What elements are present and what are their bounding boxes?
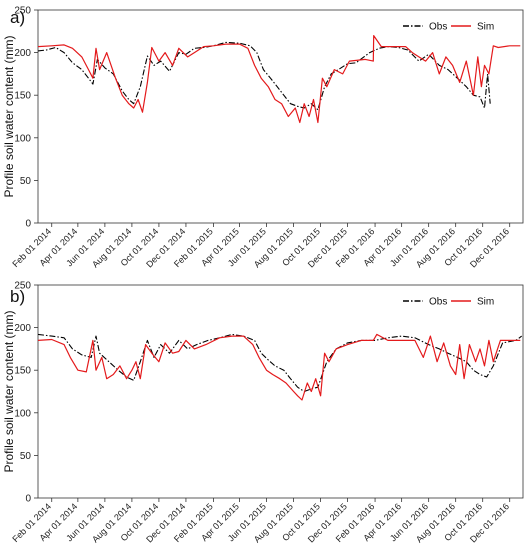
series-line-obs xyxy=(38,333,523,393)
panel-label: a) xyxy=(10,8,25,27)
y-tick-label: 100 xyxy=(14,133,31,144)
y-tick-label: 100 xyxy=(14,408,31,419)
y-tick-label: 0 xyxy=(25,219,31,230)
legend: Obs Sim xyxy=(403,22,494,33)
y-tick-label: 150 xyxy=(14,366,31,377)
y-tick-label: 150 xyxy=(14,91,31,102)
series-line-obs xyxy=(38,41,491,111)
legend-label-sim: Sim xyxy=(477,22,494,33)
y-tick-label: 200 xyxy=(14,48,31,59)
y-tick-label: 250 xyxy=(14,281,31,292)
y-axis-label: Profile soil water content (mm) xyxy=(2,35,16,197)
plot-frame xyxy=(37,284,524,499)
legend: Obs Sim xyxy=(403,297,494,308)
legend-label-sim: Sim xyxy=(477,297,494,308)
y-axis-label: Profile soil water content (mm) xyxy=(2,310,16,472)
series-line-sim xyxy=(38,34,521,124)
legend-label-obs: Obs xyxy=(429,297,447,308)
y-tick-label: 50 xyxy=(20,176,32,187)
y-tick-label: 50 xyxy=(20,451,32,462)
y-tick-label: 200 xyxy=(14,323,31,334)
y-tick-label: 0 xyxy=(25,494,31,505)
series-line-sim xyxy=(38,333,521,401)
panel-label: b) xyxy=(10,287,25,306)
legend-label-obs: Obs xyxy=(429,22,447,33)
plot-frame xyxy=(37,9,524,224)
y-tick-label: 250 xyxy=(14,6,31,17)
